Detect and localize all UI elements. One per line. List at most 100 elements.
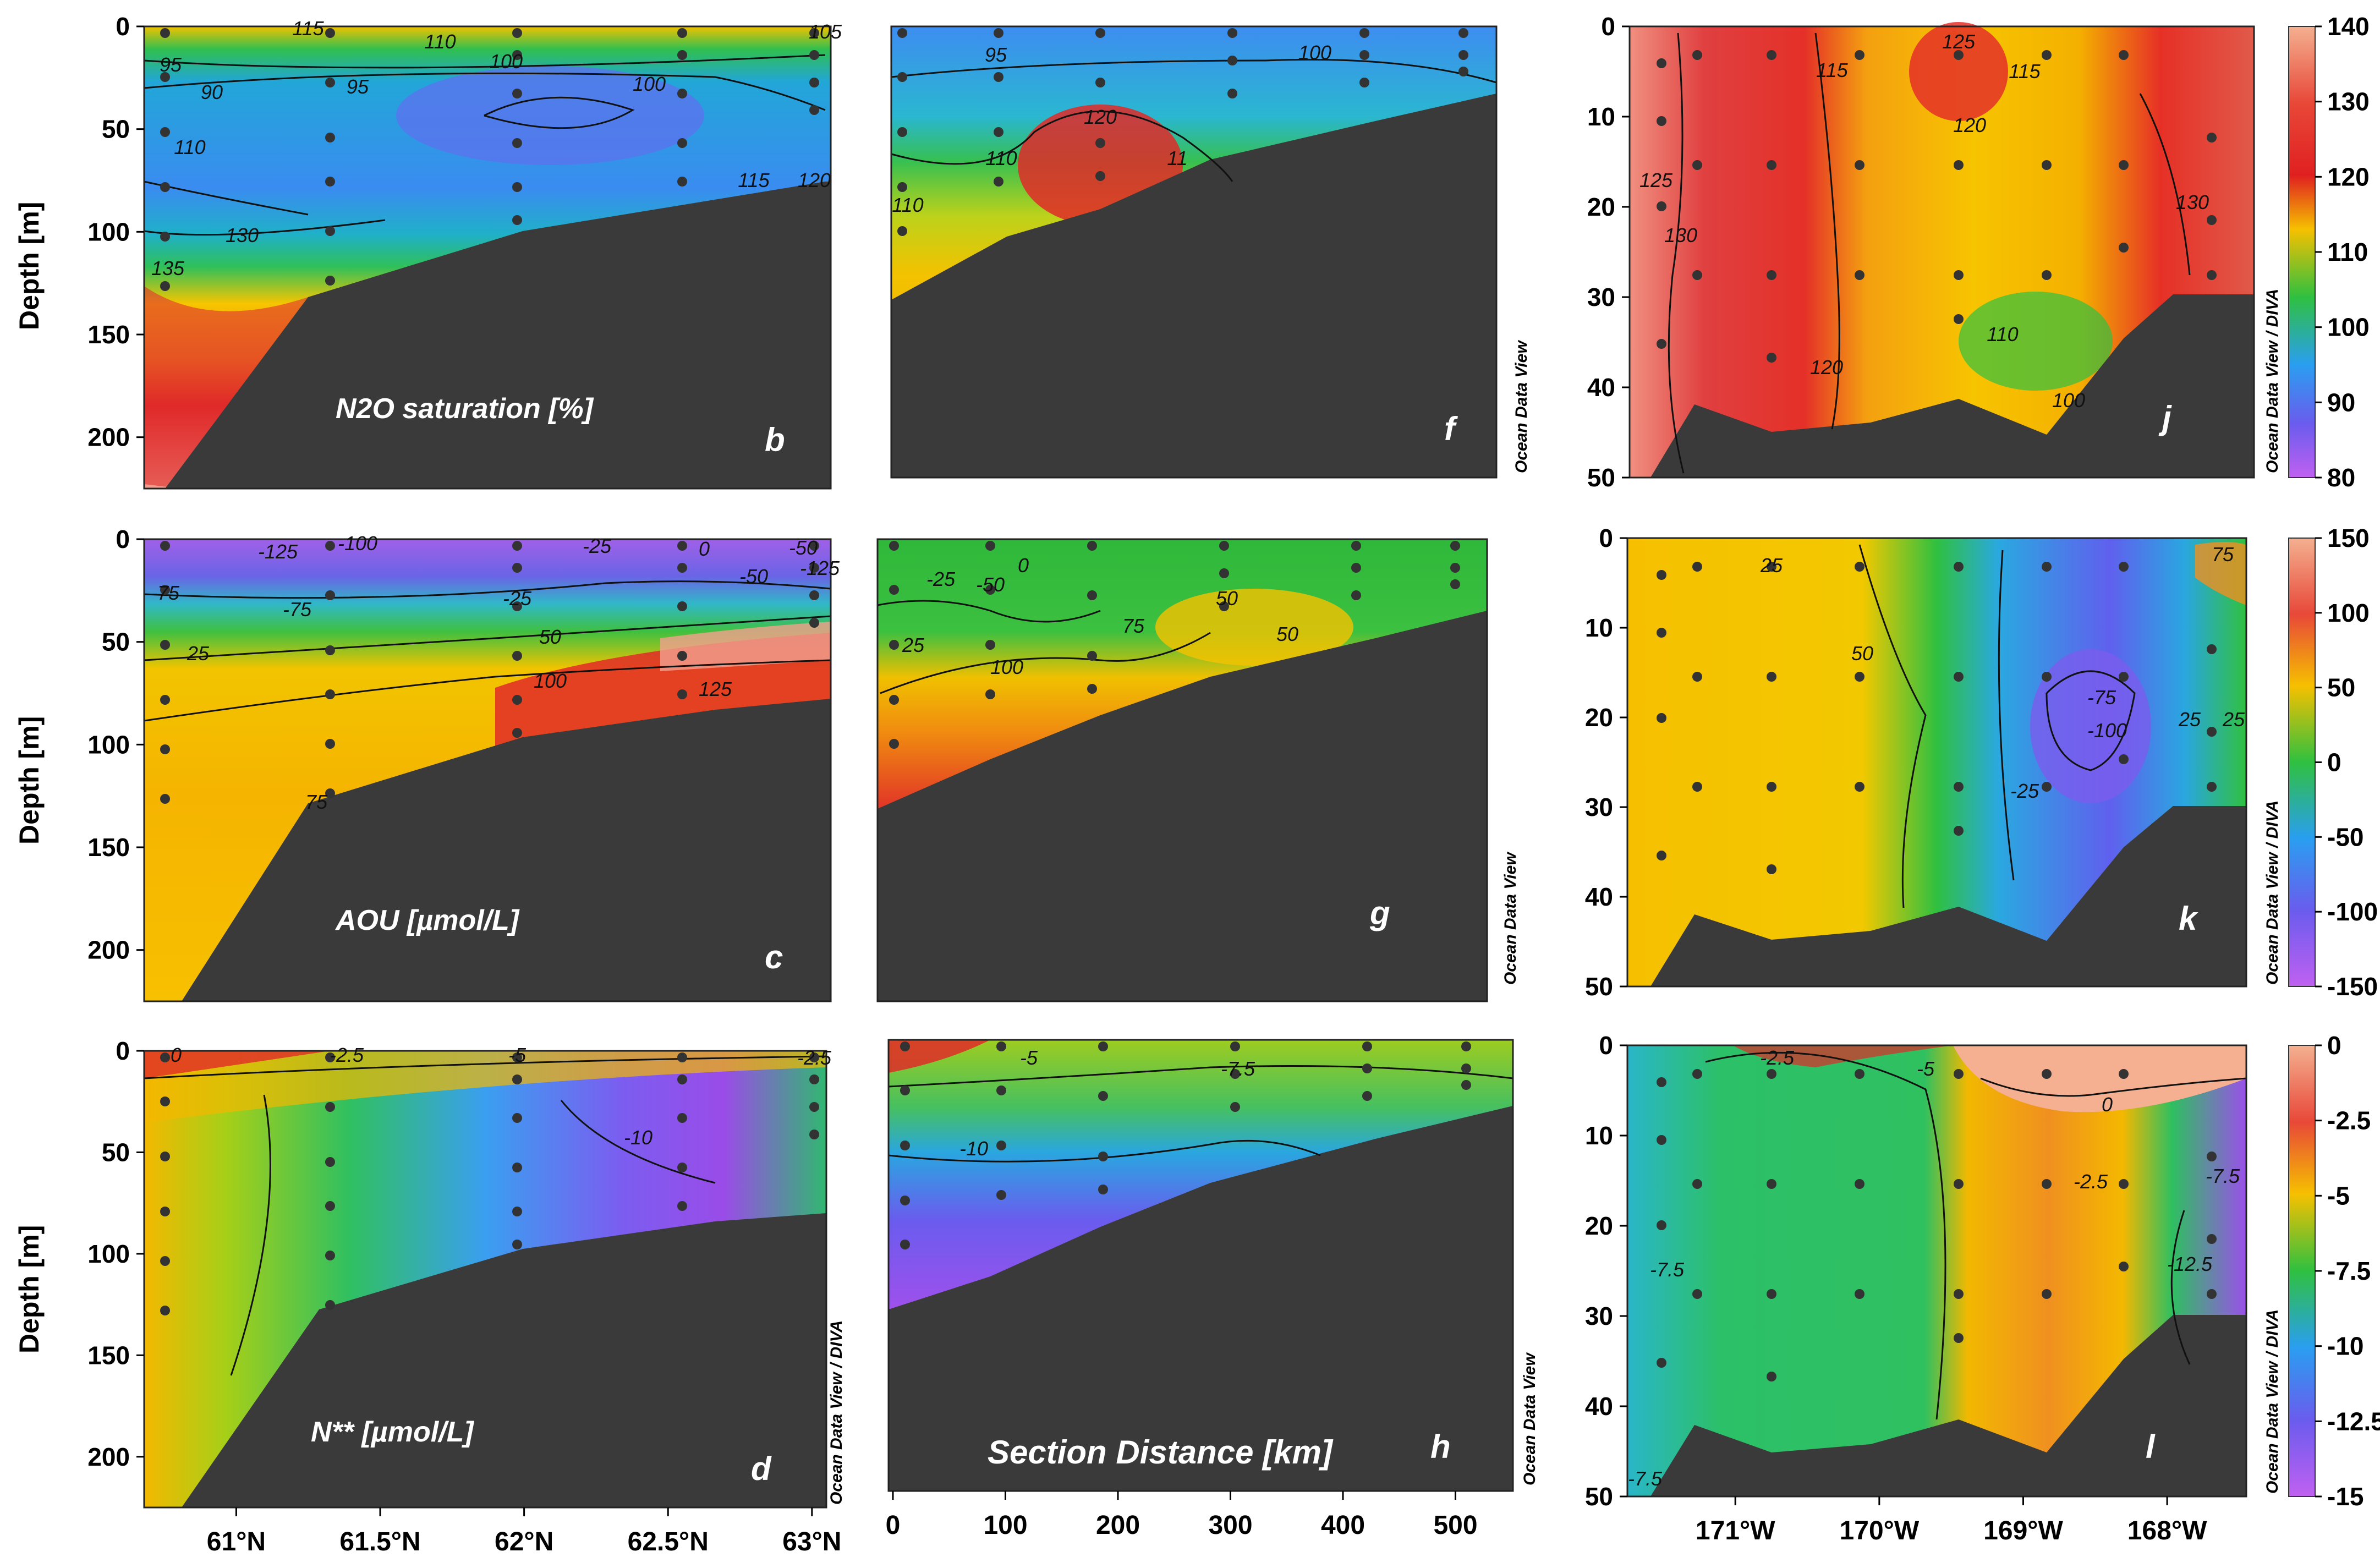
- contour-label-b: 105: [809, 20, 842, 43]
- contour-label-k: -75: [2087, 686, 2116, 709]
- station-marker: [1767, 270, 1776, 280]
- station-marker: [1855, 782, 1864, 792]
- station-marker: [677, 651, 687, 661]
- station-marker: [1450, 579, 1460, 589]
- depth-tick-label: 200: [87, 423, 130, 452]
- station-marker: [994, 28, 1003, 38]
- station-marker: [1692, 672, 1702, 682]
- panel-d-red: [144, 1051, 330, 1078]
- station-marker: [1767, 1289, 1776, 1299]
- credit-odv-diva-d: Ocean Data View / DIVA: [827, 1320, 846, 1505]
- station-marker: [325, 276, 335, 286]
- lat-tick-label: 63°N: [782, 1527, 841, 1556]
- station-marker: [325, 1052, 335, 1062]
- station-marker: [512, 563, 522, 573]
- credit-odv-diva-l: Ocean Data View / DIVA: [2263, 1309, 2282, 1494]
- contour-label-b: 95: [347, 75, 369, 98]
- station-marker: [325, 541, 335, 551]
- contour-label-h: -10: [959, 1137, 988, 1160]
- depth-tick-label: 100: [87, 1240, 130, 1268]
- station-marker: [325, 226, 335, 236]
- station-marker: [900, 1041, 910, 1051]
- panel-l-red: [1733, 1045, 1953, 1067]
- contour-label-d: -2.5: [797, 1046, 832, 1069]
- panel-j: [1630, 22, 2254, 478]
- station-marker: [512, 728, 522, 738]
- depth-tick-label: 50: [1585, 1482, 1613, 1511]
- station-marker: [1219, 541, 1229, 551]
- station-marker: [2119, 50, 2129, 60]
- station-marker: [1359, 78, 1369, 87]
- station-marker: [160, 1306, 170, 1315]
- station-marker: [1855, 672, 1864, 682]
- colorbar-tick-label: 140: [2327, 12, 2370, 41]
- contour-label-b: 110: [174, 136, 205, 158]
- station-marker: [325, 590, 335, 600]
- station-marker: [1855, 270, 1864, 280]
- depth-tick-label: 150: [87, 833, 130, 862]
- contour-label-c: 100: [534, 670, 567, 692]
- station-marker: [809, 1130, 819, 1139]
- station-marker: [1767, 50, 1776, 60]
- contour-label-c: -75: [151, 582, 180, 604]
- station-marker: [160, 72, 170, 82]
- station-marker: [1230, 1069, 1240, 1079]
- station-marker: [2042, 1069, 2052, 1079]
- contour-label-k: 25: [2222, 708, 2245, 731]
- station-marker: [160, 1207, 170, 1216]
- station-marker: [1954, 1289, 1964, 1299]
- station-marker: [889, 739, 899, 749]
- contour-label-l: -5: [1917, 1057, 1935, 1080]
- contour-label-c: 75: [305, 791, 328, 813]
- station-marker: [2207, 133, 2217, 142]
- depth-tick-label: 50: [102, 1138, 130, 1166]
- credit-odv-g: Ocean Data View: [1501, 852, 1520, 985]
- contour-label-g: 50: [1216, 587, 1238, 610]
- depth-tick-label: 30: [1585, 793, 1613, 821]
- colorbar-tick-label: 120: [2327, 162, 2370, 191]
- station-marker: [985, 640, 995, 650]
- contour-label-b: 95: [160, 53, 182, 76]
- station-marker: [897, 127, 907, 137]
- station-marker: [1230, 1102, 1240, 1112]
- station-marker: [809, 105, 819, 115]
- station-marker: [985, 585, 995, 595]
- station-markers: [160, 28, 2217, 1381]
- station-marker: [1954, 50, 1964, 60]
- depth-tick-label: 10: [1587, 102, 1615, 131]
- panel-letter-h: h: [1430, 1428, 1451, 1465]
- panel-g-seafloor: [878, 611, 1487, 1001]
- station-marker: [809, 28, 819, 38]
- station-marker: [2042, 50, 2052, 60]
- panel-b-seafloor: [165, 182, 831, 489]
- contour-label-k: 25: [2178, 708, 2201, 731]
- station-marker: [160, 744, 170, 754]
- station-marker: [1087, 684, 1097, 694]
- station-marker: [677, 28, 687, 38]
- station-marker: [1362, 1041, 1372, 1051]
- station-marker: [325, 1157, 335, 1167]
- station-marker: [1954, 826, 1964, 836]
- station-marker: [1657, 713, 1666, 723]
- station-marker: [1227, 28, 1237, 38]
- colorbar-3: [2288, 1045, 2316, 1497]
- station-marker: [1359, 50, 1369, 60]
- lat-tick-label: 62.5°N: [628, 1527, 709, 1556]
- station-marker: [512, 89, 522, 98]
- panel-l: [1627, 1045, 2247, 1496]
- contour-label-h: -5: [1020, 1046, 1038, 1069]
- lon-tick-label: 170°W: [1840, 1516, 1920, 1545]
- contour-label-c: -50: [739, 565, 768, 588]
- station-marker: [2042, 1179, 2052, 1189]
- panel-l-high: [1953, 1045, 2246, 1112]
- station-marker: [512, 1052, 522, 1062]
- panel-h: [888, 1040, 1513, 1491]
- station-marker: [512, 1163, 522, 1172]
- station-marker: [677, 1113, 687, 1123]
- contour-label-j: 115: [1816, 59, 1848, 81]
- station-marker: [2042, 672, 2052, 682]
- station-marker: [1351, 590, 1361, 600]
- contour-label-l: -7.5: [1628, 1467, 1663, 1490]
- station-marker: [677, 1163, 687, 1172]
- station-marker: [897, 182, 907, 192]
